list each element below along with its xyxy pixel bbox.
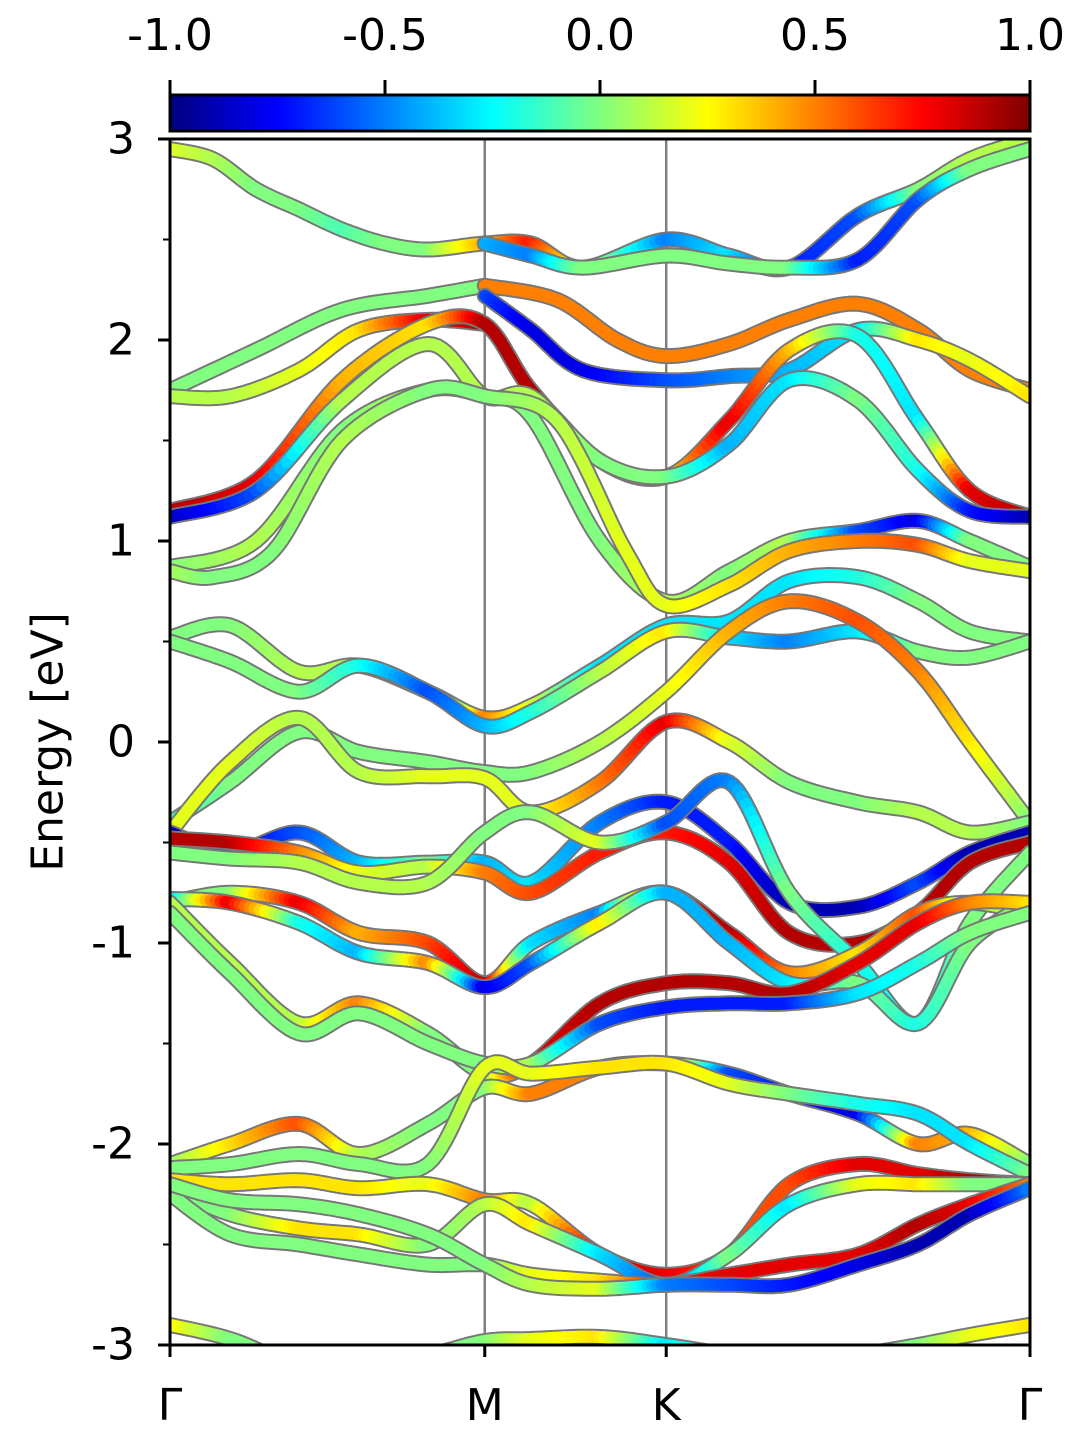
band-segment (694, 1343, 705, 1345)
band-segment (270, 1355, 275, 1357)
band-segment (280, 1359, 285, 1361)
band-segment (399, 1359, 404, 1360)
band-22 (170, 1054, 1030, 1183)
band-segment (379, 1362, 384, 1363)
bands (170, 139, 1030, 1367)
band-9 (170, 379, 1030, 615)
band-segment (689, 1343, 702, 1345)
band-segment (257, 1344, 262, 1345)
band-segment (432, 1353, 436, 1354)
band-segment (441, 1351, 445, 1352)
band-segment (711, 1352, 715, 1353)
band-segment (707, 1351, 712, 1352)
colorbar-tick-label: 1.0 (995, 10, 1065, 61)
band-segment (364, 1364, 369, 1365)
band-0 (170, 139, 1030, 278)
band-segment (414, 1357, 419, 1358)
colorbar-tick-label: -0.5 (342, 10, 428, 61)
colorbar-tick-label: 0.0 (565, 10, 635, 61)
band-segment (249, 1342, 262, 1345)
band-segment (294, 1364, 299, 1365)
band-segment (674, 1341, 690, 1345)
colorbar: -1.0 -0.5 0.0 0.5 1.0 (127, 10, 1065, 133)
band-segment (299, 1365, 304, 1366)
band-13 (170, 709, 1030, 841)
band-segment (428, 1354, 432, 1355)
band-segment (394, 1360, 399, 1361)
band-segment (275, 1357, 280, 1359)
band-segment (449, 1341, 464, 1345)
colorbar-tick-label: -1.0 (127, 10, 213, 61)
high-symmetry-lines (483, 139, 668, 1345)
band-segment (423, 1355, 428, 1356)
band-segment (404, 1359, 409, 1360)
band-1 (476, 141, 1030, 276)
band-segment (243, 1340, 260, 1345)
band-7 (170, 336, 1030, 525)
band-26 (170, 1176, 1030, 1297)
band-segment (409, 1358, 414, 1359)
band-segment (419, 1356, 424, 1357)
band-segment (452, 1340, 468, 1345)
band-segment (304, 1366, 309, 1367)
band-segment (684, 1342, 698, 1345)
colorbar-gradient (168, 93, 1032, 133)
colorbar-tick-label: 0.5 (780, 10, 850, 61)
band-segment (700, 1344, 706, 1345)
colorbar-ticks: -1.0 -0.5 0.0 0.5 1.0 (127, 10, 1065, 95)
band-segment (679, 1341, 694, 1345)
band-segment (290, 1363, 295, 1364)
band-segment (369, 1364, 374, 1365)
band-segment (444, 1343, 454, 1345)
band-segment (437, 1352, 441, 1353)
band-segment (446, 1342, 459, 1345)
band-segment (285, 1361, 290, 1363)
band-segment (384, 1362, 389, 1363)
band-segment (265, 1353, 270, 1355)
band-segment (374, 1363, 379, 1364)
band-segment (389, 1361, 394, 1362)
